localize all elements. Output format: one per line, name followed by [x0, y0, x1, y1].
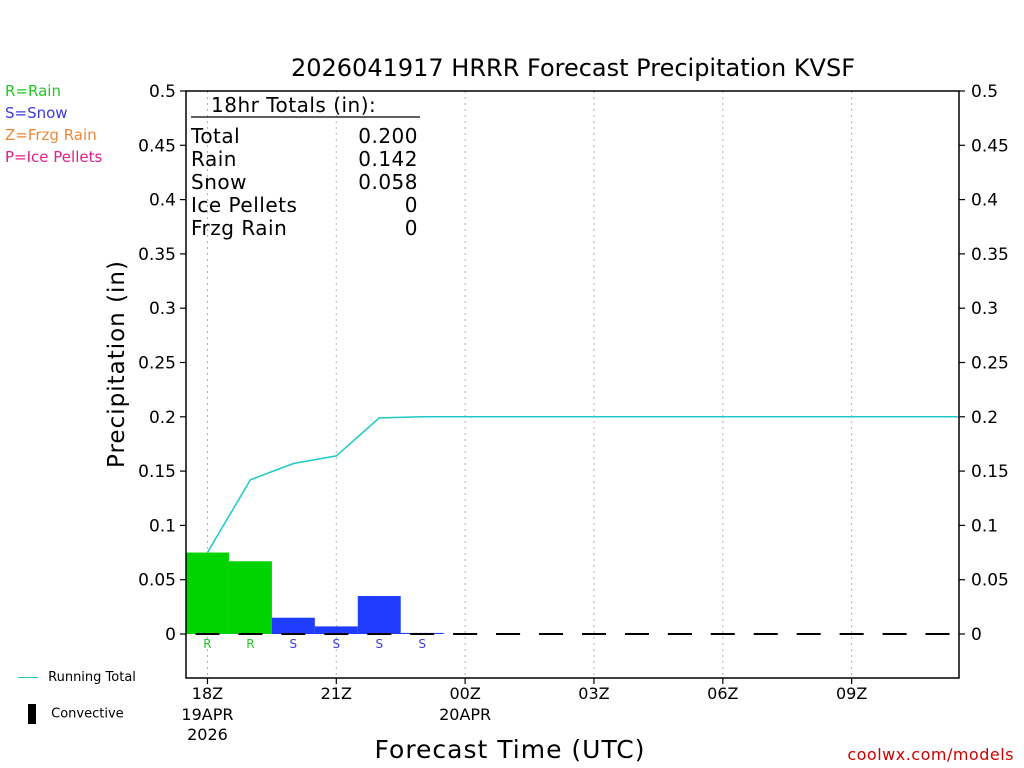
y-tick-label-left: 0.25: [138, 354, 176, 374]
x-tick-date: 19APR: [181, 705, 233, 724]
ptype-label: S: [418, 637, 426, 651]
y-tick-label-right: 0.1: [971, 516, 998, 536]
precip-bar: [228, 561, 272, 634]
totals-row-label: Ice Pellets: [191, 193, 297, 217]
totals-row-label: Total: [190, 124, 240, 148]
convective-legend-label: Convective: [51, 706, 124, 722]
totals-row-value: 0.200: [358, 124, 418, 148]
y-tick-label-left: 0.15: [138, 462, 176, 482]
ptype-label: S: [332, 637, 340, 651]
y-tick-label-left: 0.3: [149, 299, 176, 319]
x-tick-label: 21Z: [321, 684, 352, 703]
y-tick-label-left: 0.45: [138, 136, 176, 156]
running-total-legend: Running Total: [18, 670, 136, 685]
grid-lines: [206, 91, 853, 678]
ptype-legend-item: P=Ice Pellets: [5, 148, 103, 166]
running-total-legend-label: Running Total: [48, 670, 136, 685]
y-tick-label-right: 0.35: [971, 245, 1009, 265]
x-tick-label: 03Z: [578, 684, 609, 703]
x-tick-label: 00Z: [449, 684, 480, 703]
y-tick-label-right: 0.4: [971, 191, 998, 211]
y-tick-label-right: 0.15: [971, 462, 1009, 482]
precip-bar: [357, 595, 401, 634]
totals-row-value: 0: [405, 216, 418, 240]
x-tick-label: 09Z: [836, 684, 867, 703]
y-axis-ticks: 0 00.05 0.050.1 0.10.15 0.150.2 0.20.25 0.250.…: [138, 82, 1009, 645]
x-tick-year: 2026: [187, 725, 228, 744]
y-tick-label-left: 0.05: [138, 571, 176, 591]
y-tick-label-right: 0.2: [971, 408, 998, 428]
ptype-legend: R=Rain S=Snow Z=Frzg Rain P=Ice Pellets: [5, 80, 102, 168]
y-axis-label: Precipitation (in): [104, 260, 130, 468]
y-tick-label-right: 0.3: [971, 299, 998, 319]
running-total-swatch: [18, 677, 38, 678]
ptype-label: S: [375, 637, 383, 651]
precip-bar: [271, 617, 315, 634]
y-tick-label-left: 0.4: [149, 191, 176, 211]
x-tick-date: 20APR: [439, 705, 491, 724]
totals-row-label: Rain: [191, 147, 237, 171]
ptype-label: R: [203, 637, 211, 651]
running-total-series: [206, 416, 959, 553]
y-tick-label-right: 0: [971, 625, 982, 645]
ptype-legend-item: Z=Frzg Rain: [5, 126, 97, 144]
y-tick-label-left: 0.2: [149, 408, 176, 428]
totals-row-label: Snow: [191, 170, 247, 194]
y-tick-label-left: 0.35: [138, 245, 176, 265]
ptype-legend-item: R=Rain: [5, 82, 61, 100]
y-tick-label-left: 0: [165, 625, 176, 645]
ptype-legend-item: S=Snow: [5, 104, 68, 122]
x-tick-label: 06Z: [707, 684, 738, 703]
chart-title: 2026041917 HRRR Forecast Precipitation K…: [291, 54, 855, 82]
plot-frame: [185, 90, 960, 679]
y-tick-label-right: 0.5: [971, 82, 998, 102]
y-tick-label-right: 0.45: [971, 136, 1009, 156]
totals-row-value: 0.058: [358, 170, 418, 194]
ptype-label: R: [246, 637, 254, 651]
totals-box: 18hr Totals (in): Total 0.200 Rain 0.142 Sno…: [190, 93, 420, 240]
totals-row-label: Frzg Rain: [191, 216, 287, 240]
precip-bars: [186, 552, 444, 634]
convective-legend: Convective: [18, 704, 124, 724]
x-tick-label: 18Z: [192, 684, 223, 703]
y-tick-label-left: 0.1: [149, 516, 176, 536]
y-tick-label-right: 0.05: [971, 571, 1009, 591]
totals-row-value: 0: [405, 193, 418, 217]
y-tick-label-left: 0.5: [149, 82, 176, 102]
precip-bar: [314, 626, 358, 634]
totals-row-value: 0.142: [358, 147, 418, 171]
running-total-line: [206, 416, 959, 553]
precip-bar: [186, 552, 229, 634]
totals-rows: Total 0.200 Rain 0.142 Snow 0.058 Ice Pellets 0…: [190, 124, 418, 240]
x-axis-label: Forecast Time (UTC): [375, 735, 646, 764]
convective-swatch: [28, 704, 36, 724]
totals-heading: 18hr Totals (in):: [211, 93, 376, 117]
y-tick-label-right: 0.25: [971, 354, 1009, 374]
ptype-label: S: [290, 637, 298, 651]
credit-link[interactable]: coolwx.com/models: [847, 745, 1014, 764]
